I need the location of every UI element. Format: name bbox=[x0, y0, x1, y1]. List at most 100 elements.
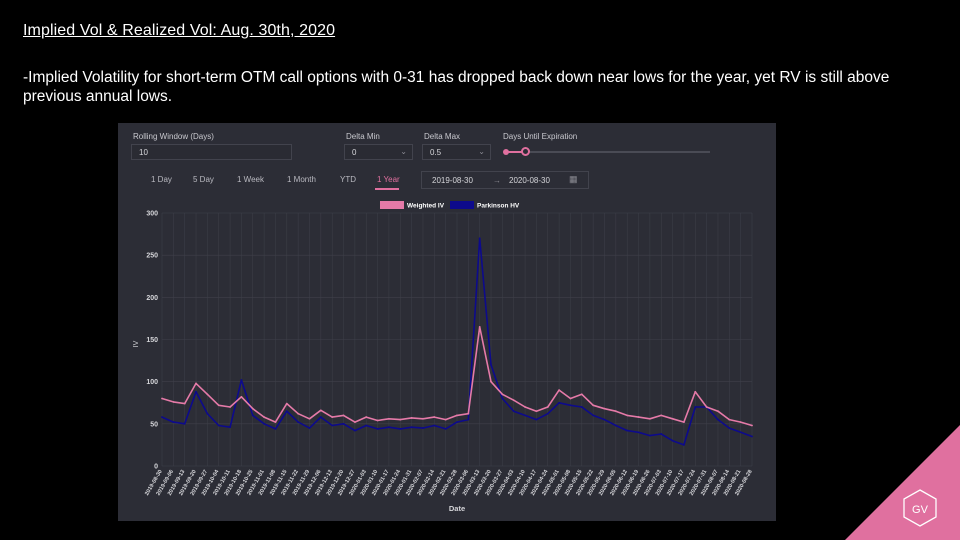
data-point bbox=[342, 422, 345, 425]
y-tick-label: 250 bbox=[146, 253, 158, 260]
y-tick-label: 0 bbox=[154, 464, 158, 471]
data-point bbox=[365, 416, 368, 418]
data-point bbox=[444, 418, 447, 421]
data-point bbox=[535, 410, 538, 413]
legend-label-weighted-iv: Weighted IV bbox=[407, 203, 445, 210]
data-point bbox=[444, 427, 447, 430]
data-point bbox=[297, 421, 300, 424]
data-point bbox=[229, 406, 231, 408]
data-point bbox=[240, 379, 243, 381]
data-point bbox=[376, 427, 379, 430]
y-tick-label: 50 bbox=[150, 421, 158, 428]
data-point bbox=[637, 416, 640, 418]
data-point bbox=[535, 418, 538, 421]
data-point bbox=[353, 421, 356, 424]
data-point bbox=[206, 412, 209, 415]
data-point bbox=[195, 382, 197, 385]
legend-swatch-weighted-iv[interactable] bbox=[380, 201, 404, 209]
data-point bbox=[490, 363, 492, 366]
delta-min-select[interactable]: 0 ⌄ bbox=[344, 144, 413, 160]
chevron-down-icon: ⌄ bbox=[478, 147, 485, 156]
slide-title: Implied Vol & Realized Vol: Aug. 30th, 2… bbox=[23, 22, 336, 39]
data-point bbox=[580, 393, 583, 396]
data-point bbox=[524, 406, 526, 408]
data-point bbox=[501, 393, 504, 396]
data-point bbox=[739, 421, 742, 424]
data-point bbox=[399, 427, 402, 430]
data-point bbox=[592, 414, 595, 417]
data-point bbox=[183, 402, 186, 405]
calendar-icon[interactable]: ▦ bbox=[569, 174, 578, 184]
data-point bbox=[172, 401, 175, 403]
data-point bbox=[478, 325, 481, 328]
x-axis-label: Date bbox=[449, 504, 465, 513]
data-point bbox=[251, 407, 254, 410]
data-point bbox=[728, 418, 731, 421]
y-tick-label: 300 bbox=[146, 211, 158, 218]
delta-min-label: Delta Min bbox=[346, 132, 380, 141]
data-point bbox=[308, 417, 311, 420]
expiration-slider-track[interactable] bbox=[506, 151, 710, 153]
data-point bbox=[161, 397, 163, 400]
data-point bbox=[603, 418, 606, 421]
data-point bbox=[592, 404, 595, 407]
y-axis-label: IV bbox=[133, 340, 140, 347]
data-point bbox=[671, 417, 674, 420]
data-point bbox=[512, 399, 515, 402]
data-point bbox=[626, 429, 629, 432]
data-point bbox=[694, 390, 697, 393]
data-point bbox=[569, 397, 572, 400]
expiration-slider-fill bbox=[506, 151, 526, 153]
chevron-down-icon: ⌄ bbox=[400, 147, 407, 156]
data-point bbox=[683, 444, 685, 446]
date-range-picker[interactable]: 2019-08-30 → 2020-08-30 ▦ bbox=[421, 171, 589, 189]
data-point bbox=[717, 410, 719, 413]
delta-max-select[interactable]: 0.5 ⌄ bbox=[422, 144, 491, 160]
data-point bbox=[365, 424, 368, 427]
data-point bbox=[285, 402, 288, 405]
data-point bbox=[331, 424, 334, 427]
data-point bbox=[660, 414, 663, 417]
data-point bbox=[319, 409, 322, 412]
data-point bbox=[297, 412, 300, 415]
data-point bbox=[410, 426, 413, 429]
tab-1-month[interactable]: 1 Month bbox=[287, 175, 316, 184]
tab-1-year[interactable]: 1 Year bbox=[377, 175, 400, 184]
data-point bbox=[456, 414, 458, 417]
data-point bbox=[546, 406, 549, 408]
data-point bbox=[217, 404, 220, 407]
tab-5-day[interactable]: 5 Day bbox=[193, 175, 214, 184]
delta-min-value: 0 bbox=[352, 148, 357, 157]
data-point bbox=[240, 395, 243, 398]
data-point bbox=[410, 417, 413, 419]
rolling-window-input[interactable]: 10 bbox=[131, 144, 292, 160]
data-point bbox=[433, 416, 436, 418]
y-tick-label: 200 bbox=[146, 295, 158, 302]
data-point bbox=[524, 414, 526, 417]
data-point bbox=[580, 406, 583, 408]
data-point bbox=[263, 422, 266, 425]
data-point bbox=[751, 424, 753, 427]
data-point bbox=[274, 427, 277, 430]
data-point bbox=[217, 424, 220, 427]
legend-swatch-parkinson-hv[interactable] bbox=[450, 201, 474, 209]
data-point bbox=[660, 433, 663, 435]
tab-ytd[interactable]: YTD bbox=[340, 175, 356, 184]
date-arrow-icon: → bbox=[493, 176, 501, 185]
tab-1-week[interactable]: 1 Week bbox=[237, 175, 264, 184]
data-point bbox=[478, 237, 481, 240]
expiration-slider-min-handle[interactable] bbox=[503, 149, 509, 155]
tab-1-day[interactable]: 1 Day bbox=[151, 175, 172, 184]
data-point bbox=[172, 421, 175, 424]
data-point bbox=[637, 431, 640, 434]
expiration-slider-max-handle[interactable] bbox=[521, 147, 530, 156]
data-point bbox=[331, 416, 334, 418]
data-point bbox=[648, 417, 651, 420]
data-point bbox=[603, 407, 606, 410]
data-point bbox=[490, 380, 492, 383]
data-point bbox=[195, 390, 197, 393]
data-point bbox=[705, 406, 708, 408]
delta-max-label: Delta Max bbox=[424, 132, 461, 141]
data-point bbox=[501, 397, 504, 400]
